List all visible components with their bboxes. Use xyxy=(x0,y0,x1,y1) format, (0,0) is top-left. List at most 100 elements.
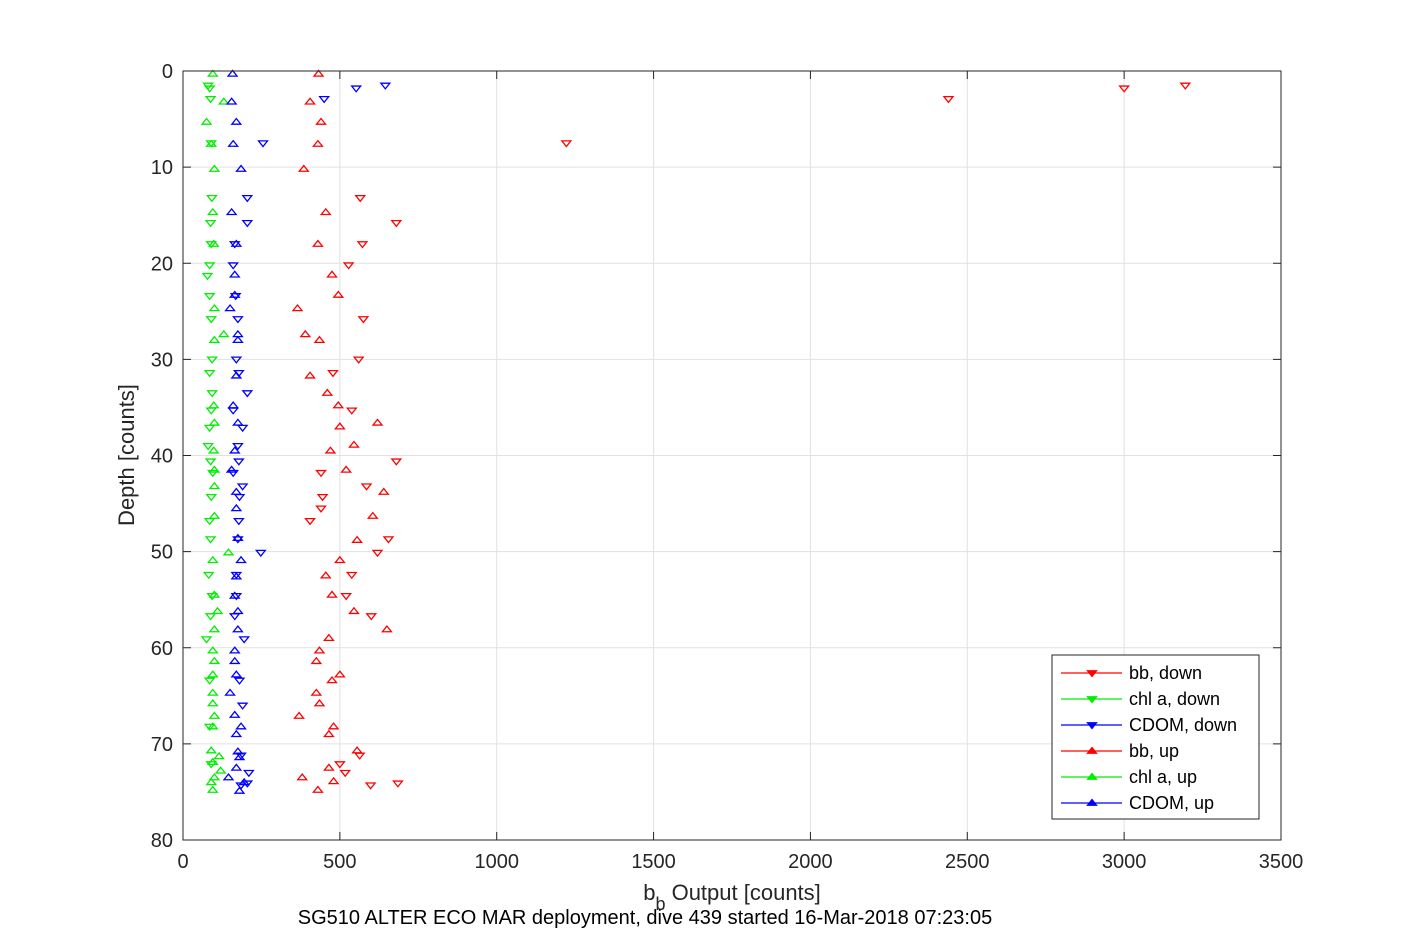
point-chl-a-up xyxy=(211,606,224,615)
point-chl-a-up xyxy=(208,656,221,665)
point-chl-a-down xyxy=(202,443,214,451)
point-cdom-up xyxy=(228,591,241,599)
point-chl-a-up xyxy=(206,699,219,707)
point-chl-a-up xyxy=(217,97,230,105)
point-cdom-down xyxy=(236,702,249,710)
point-cdom-down xyxy=(379,82,392,90)
point-bb-up xyxy=(377,487,390,495)
point-bb-down xyxy=(352,356,365,364)
point-bb-up xyxy=(312,785,324,793)
point-bb-down xyxy=(327,369,339,378)
point-bb-down xyxy=(1179,82,1192,90)
x-tick-label: 2500 xyxy=(945,851,990,873)
point-chl-a-up xyxy=(213,751,225,760)
point-bb-up xyxy=(348,440,360,448)
point-cdom-up xyxy=(224,688,236,696)
point-chl-a-up xyxy=(205,139,218,147)
point-chl-a-up xyxy=(207,446,220,454)
point-bb-up xyxy=(381,624,393,633)
point-bb-down xyxy=(365,613,378,621)
point-chl-a-up xyxy=(206,785,219,793)
legend-marker-bb-up xyxy=(1086,746,1098,754)
point-bb-up xyxy=(366,511,379,519)
point-chl-a-up xyxy=(206,757,219,766)
x-tick-label: 1000 xyxy=(474,851,519,873)
point-chl-a-down xyxy=(206,356,219,364)
point-bb-down xyxy=(342,262,355,270)
point-bb-up xyxy=(323,633,335,642)
point-bb-up xyxy=(332,401,345,409)
point-cdom-down xyxy=(227,262,240,270)
point-bb-up xyxy=(313,335,326,344)
point-bb-up xyxy=(321,388,334,396)
point-bb-up xyxy=(324,446,337,454)
point-bb-up xyxy=(313,699,326,707)
point-bb-up xyxy=(326,675,338,684)
legend-marker-cdom-up xyxy=(1086,798,1098,806)
point-chl-a-up xyxy=(207,401,220,409)
point-cdom-down xyxy=(230,356,243,364)
legend: bb, down chl a, down CDOM, down bb, up chl a… xyxy=(1051,654,1260,820)
point-cdom-up xyxy=(230,572,243,580)
y-axis-ticks: 0 10 20 30 40 50 60 70 80 xyxy=(151,61,1281,852)
point-chl-a-down xyxy=(204,536,217,544)
legend-label-bb-down: bb, down xyxy=(1129,663,1202,683)
point-cdom-up xyxy=(232,747,244,755)
point-cdom-up xyxy=(230,729,243,738)
y-tick-label: 10 xyxy=(151,157,173,179)
x-tick-label: 3500 xyxy=(1259,851,1304,873)
point-cdom-down xyxy=(241,780,254,788)
legend-marker-chl-a-up xyxy=(1086,772,1098,780)
point-chl-a-down xyxy=(201,272,214,281)
point-cdom-down xyxy=(232,536,244,544)
point-bb-down xyxy=(390,219,403,228)
point-bb-up xyxy=(312,239,324,247)
point-cdom-up xyxy=(232,418,244,426)
legend-label-cdom-down: CDOM, down xyxy=(1129,715,1237,735)
point-bb-up xyxy=(323,729,335,738)
x-tick-label: 3000 xyxy=(1102,851,1147,873)
point-cdom-up xyxy=(232,335,244,344)
y-tick-label: 0 xyxy=(162,61,173,83)
point-bb-up xyxy=(334,555,346,564)
point-chl-a-up xyxy=(208,481,221,490)
point-bb-up xyxy=(304,97,316,105)
point-chl-a-up xyxy=(208,773,221,781)
point-bb-up xyxy=(310,656,323,665)
point-bb-up xyxy=(332,290,345,298)
point-chl-a-down xyxy=(202,571,215,580)
legend-marker-chl-a-down xyxy=(1086,696,1098,704)
y-tick-label: 60 xyxy=(151,638,173,660)
point-cdom-down xyxy=(241,219,254,228)
point-chl-a-up xyxy=(208,465,221,473)
point-cdom-down xyxy=(232,316,244,324)
point-chl-a-down xyxy=(203,369,216,378)
point-chl-a-down xyxy=(204,95,217,104)
point-chl-a-up xyxy=(208,303,221,312)
point-cdom-down xyxy=(243,769,255,778)
data-points xyxy=(200,69,1192,794)
point-chl-a-down xyxy=(205,493,218,502)
point-chl-a-down xyxy=(203,677,216,685)
point-cdom-up xyxy=(232,624,244,633)
point-cdom-up xyxy=(230,239,243,247)
point-cdom-up xyxy=(230,117,243,125)
point-cdom-up xyxy=(233,786,246,794)
point-cdom-down xyxy=(233,677,246,685)
point-cdom-up xyxy=(235,164,247,172)
point-cdom-down xyxy=(257,140,269,148)
point-bb-up xyxy=(296,773,309,781)
legend-marker-cdom-down xyxy=(1086,722,1098,730)
point-cdom-up xyxy=(222,773,235,781)
point-bb-up xyxy=(340,465,352,473)
point-cdom-down xyxy=(232,443,244,451)
point-bb-down xyxy=(1118,85,1130,93)
point-bb-up xyxy=(313,646,326,654)
point-chl-a-down xyxy=(204,219,217,228)
point-bb-up xyxy=(326,270,338,278)
legend-label-chl-a-up: chl a, up xyxy=(1129,767,1197,787)
point-chl-a-down xyxy=(200,636,213,644)
point-bb-up xyxy=(299,329,312,338)
x-tick-label: 1500 xyxy=(631,851,676,873)
point-bb-up xyxy=(297,164,310,172)
